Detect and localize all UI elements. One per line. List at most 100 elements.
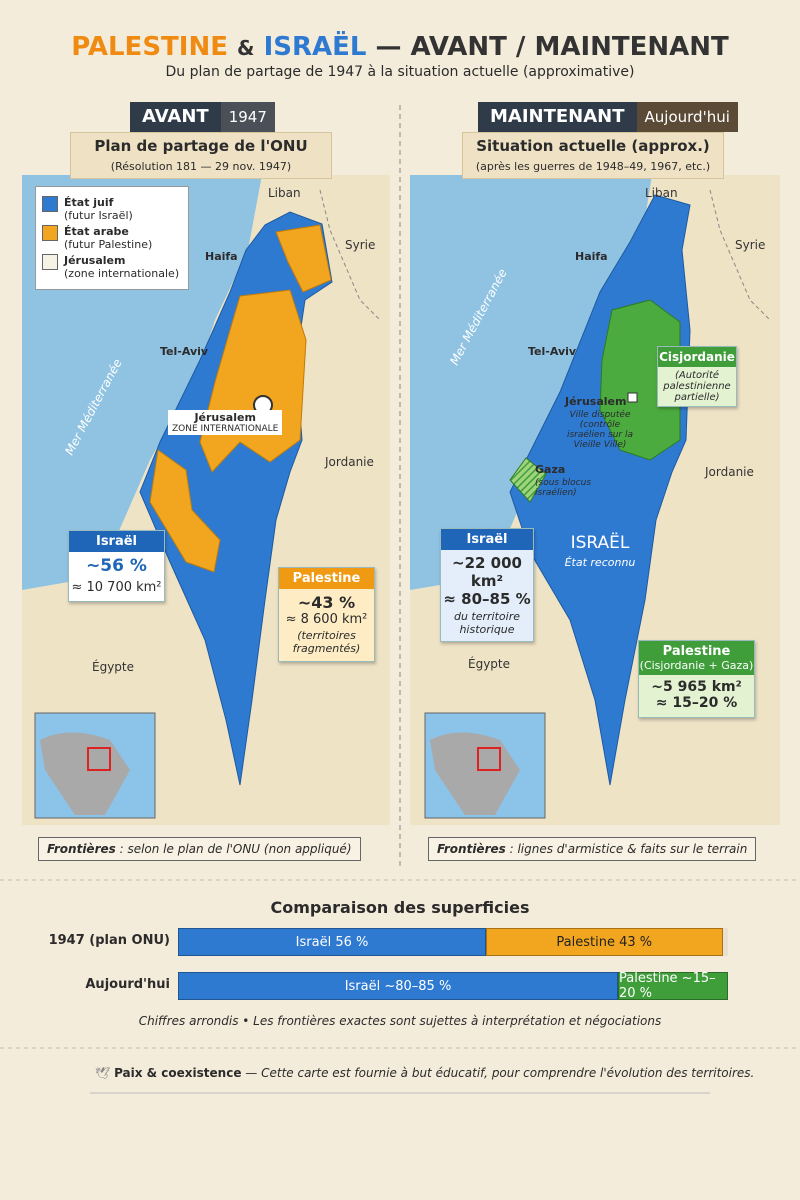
city: Tel-Aviv — [160, 345, 209, 358]
legend-item: État juif (futur Israël) — [42, 196, 182, 222]
footer-text: — Cette carte est fournie à but éducatif… — [245, 1066, 755, 1080]
box-note: (territoires fragmentés) — [292, 629, 361, 655]
caption-sub: (après les guerres de 1948–49, 1967, etc… — [475, 160, 711, 173]
place: Syrie — [735, 238, 766, 252]
gaza-note: (sous blocus israélien) — [535, 478, 592, 498]
box-pct: ≈ 80–85 % — [443, 590, 531, 608]
city: Jérusalem — [194, 411, 256, 424]
zone: ZONE INTERNATIONALE — [172, 424, 279, 434]
title-part: ISRAËL — [263, 32, 367, 62]
footnote: Frontières : lignes d'armistice & faits … — [428, 837, 757, 861]
legend-sub: (zone internationale) — [64, 267, 180, 280]
box-pct: ~56 % — [86, 556, 147, 576]
legend: État juif (futur Israël) État arabe (futur … — [35, 186, 189, 290]
caption-sub: (Résolution 181 — 29 nov. 1947) — [110, 160, 292, 173]
place: Liban — [268, 186, 301, 200]
box-title: Palestine — [279, 568, 374, 589]
subtitle: Du plan de partage de 1947 à la situatio… — [165, 64, 635, 80]
bar-track: Israël ~80–85 % Palestine ~15–20 % — [178, 971, 728, 1001]
palestine-box: Palestine (Cisjordanie + Gaza) ~5 965 km² ≈… — [638, 640, 755, 718]
title: PALESTINE & ISRAËL — AVANT / MAINTENANT — [0, 32, 800, 62]
footnote-bold: Frontières — [437, 842, 506, 856]
caption-title: Situation actuelle (approx.) — [476, 137, 710, 155]
tab-year: Aujourd'hui — [636, 102, 738, 132]
bar-label: Israël ~80–85 % — [344, 978, 452, 994]
legend-item: Jérusalem (zone internationale) — [42, 254, 182, 280]
israel-box: Israël ~22 000 km² ≈ 80–85 % du territoire … — [440, 528, 534, 642]
israel-note: État reconnu — [564, 556, 636, 569]
jerusalem-note: Ville disputée (contrôle israélien sur l… — [566, 410, 633, 450]
city: Gaza — [535, 463, 566, 476]
title-part: & — [237, 36, 255, 60]
bar-segment: Palestine 43 % — [486, 928, 723, 956]
box-area: ~5 965 km² — [651, 679, 742, 695]
box-area: ~22 000 km² — [452, 554, 522, 590]
place: Jordanie — [705, 465, 754, 479]
box-title: Cisjordanie — [658, 347, 736, 367]
footnote: Frontières : selon le plan de l'ONU (non… — [38, 837, 361, 861]
legend-name: État juif — [64, 196, 114, 209]
box-note: (Autorité palestinienne partielle) — [663, 370, 731, 403]
place: Syrie — [345, 238, 376, 252]
footnote-text: : selon le plan de l'ONU (non appliqué) — [115, 842, 352, 856]
legend-text: État juif (futur Israël) — [64, 196, 133, 222]
box-area: ≈ 10 700 km² — [71, 580, 162, 595]
israel-label: ISRAËL — [570, 533, 630, 553]
box-title: Palestine (Cisjordanie + Gaza) — [639, 641, 754, 675]
place: Liban — [645, 186, 678, 200]
tab-year: 1947 — [220, 102, 275, 132]
footnote-text: : lignes d'armistice & faits sur le terr… — [505, 842, 748, 856]
box-sub: (Cisjordanie + Gaza) — [639, 659, 754, 672]
city: Haifa — [575, 250, 608, 263]
caption: Plan de partage de l'ONU (Résolution 181 … — [70, 132, 332, 179]
bar-segment: Palestine ~15–20 % — [618, 971, 728, 1001]
tab: MAINTENANT Aujourd'hui — [478, 102, 738, 132]
caption: Situation actuelle (approx.) (après les g… — [462, 132, 724, 179]
title-part: PALESTINE — [71, 32, 228, 62]
city: Jérusalem — [565, 395, 627, 408]
box-pct: ~43 % — [297, 593, 356, 612]
bar-segment: Israël 56 % — [178, 928, 486, 956]
tab-label: MAINTENANT — [478, 102, 637, 132]
legend-sub: (futur Israël) — [64, 209, 133, 222]
israel-box: Israël ~56 % ≈ 10 700 km² — [68, 530, 165, 602]
legend-text: État arabe (futur Palestine) — [64, 225, 152, 251]
legend-swatch — [42, 254, 58, 270]
footer: 🕊 Paix & coexistence — Cette carte est f… — [95, 1066, 755, 1080]
jerusalem-label: Jérusalem ZONE INTERNATIONALE — [168, 410, 283, 435]
legend-swatch — [42, 196, 58, 212]
tab-label: AVANT — [130, 102, 221, 132]
box-title: Israël — [69, 531, 164, 552]
box-pct: ≈ 15–20 % — [655, 695, 738, 711]
footer-bold: Paix & coexistence — [114, 1066, 242, 1080]
place: Égypte — [468, 657, 511, 671]
row-label: 1947 (plan ONU) — [48, 933, 170, 948]
comparison-note: Chiffres arrondis • Les frontières exact… — [138, 1014, 662, 1028]
legend-text: Jérusalem (zone internationale) — [64, 254, 179, 280]
bar-label: Israël 56 % — [295, 934, 369, 950]
row-label: Aujourd'hui — [85, 977, 170, 992]
legend-sub: (futur Palestine) — [64, 238, 153, 251]
footnote-bold: Frontières — [47, 842, 116, 856]
place: Égypte — [92, 660, 135, 674]
legend-name: État arabe — [64, 225, 129, 238]
box-title-text: Palestine — [662, 644, 731, 659]
comparison-title: Comparaison des superficies — [270, 898, 530, 917]
legend-swatch — [42, 225, 58, 241]
legend-item: État arabe (futur Palestine) — [42, 225, 182, 251]
place: Jordanie — [325, 455, 374, 469]
tab: AVANT 1947 — [130, 102, 275, 132]
title-part: — AVANT / MAINTENANT — [375, 32, 729, 62]
cisjordanie-box: Cisjordanie (Autorité palestinienne parti… — [657, 346, 737, 407]
palestine-box: Palestine ~43 % ≈ 8 600 km² (territoires fr… — [278, 567, 375, 662]
bar-label: Palestine 43 % — [556, 934, 653, 950]
city: Haifa — [205, 250, 238, 263]
box-area: ≈ 8 600 km² — [285, 612, 368, 627]
bar-segment: Israël ~80–85 % — [178, 972, 618, 1000]
bar-label: Palestine ~15–20 % — [619, 971, 716, 1001]
bar-track: Israël 56 % Palestine 43 % — [178, 928, 728, 956]
city: Tel-Aviv — [528, 345, 577, 358]
